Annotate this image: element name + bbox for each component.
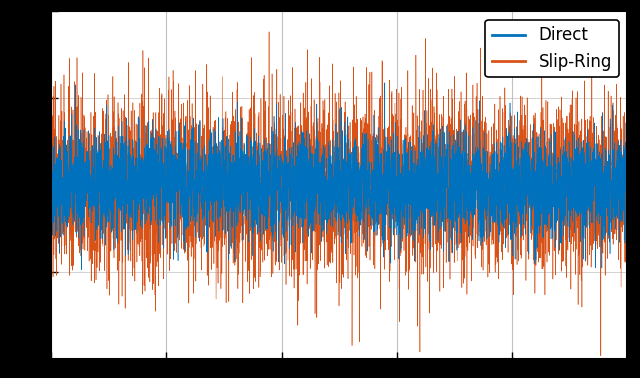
Slip-Ring — [393, 93, 401, 97]
Direct — [623, 205, 631, 210]
Direct — [77, 268, 85, 272]
Slip-Ring — [477, 189, 485, 193]
Slip-Ring — [597, 353, 605, 358]
Direct — [152, 127, 160, 131]
Direct — [477, 235, 485, 240]
Direct — [268, 125, 275, 129]
Slip-Ring — [268, 125, 275, 129]
Direct — [393, 233, 401, 237]
Slip-Ring — [47, 201, 55, 206]
Slip-Ring — [265, 29, 273, 34]
Legend: Direct, Slip-Ring: Direct, Slip-Ring — [486, 20, 619, 77]
Line: Direct: Direct — [51, 83, 627, 270]
Line: Slip-Ring: Slip-Ring — [51, 32, 627, 356]
Direct — [521, 142, 529, 147]
Slip-Ring — [152, 110, 159, 115]
Slip-Ring — [422, 265, 429, 269]
Direct — [47, 170, 55, 175]
Slip-Ring — [623, 155, 631, 160]
Slip-Ring — [521, 160, 529, 164]
Direct — [422, 155, 430, 160]
Direct — [381, 81, 388, 85]
